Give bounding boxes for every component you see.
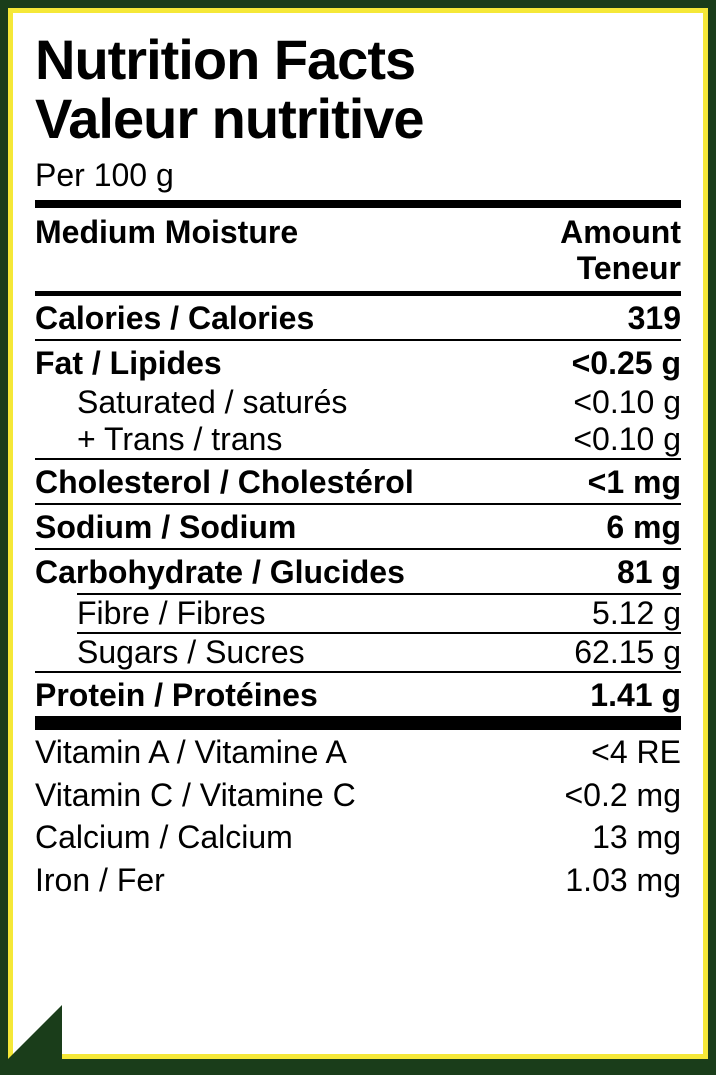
sodium-value: 6 mg (606, 509, 681, 546)
calories-value: 319 (628, 300, 681, 337)
sugars-label: Sugars / Sucres (77, 635, 305, 670)
header-right: Amount Teneur (560, 214, 681, 288)
protein-value: 1.41 g (590, 677, 681, 714)
saturated-row: Saturated / saturés <0.10 g (35, 384, 681, 421)
carbohydrate-value: 81 g (617, 554, 681, 591)
vitamin-c-value: <0.2 mg (564, 777, 681, 814)
trans-value: <0.10 g (573, 422, 681, 457)
nutrition-panel: Nutrition Facts Valeur nutritive Per 100… (8, 8, 708, 1059)
calories-row: Calories / Calories 319 (35, 296, 681, 339)
iron-label: Iron / Fer (35, 862, 165, 899)
sodium-row: Sodium / Sodium 6 mg (35, 505, 681, 548)
serving-size: Per 100 g (35, 157, 681, 194)
saturated-label: Saturated / saturés (77, 385, 347, 420)
sugars-value: 62.15 g (574, 635, 681, 670)
fibre-row: Fibre / Fibres 5.12 g (35, 595, 681, 632)
header-amount-en: Amount (560, 214, 681, 251)
calcium-row: Calcium / Calcium 13 mg (35, 815, 681, 858)
cholesterol-label: Cholesterol / Cholestérol (35, 464, 414, 501)
sodium-label: Sodium / Sodium (35, 509, 296, 546)
vitamin-a-value: <4 RE (591, 734, 681, 771)
carbohydrate-label: Carbohydrate / Glucides (35, 554, 405, 591)
title-fr: Valeur nutritive (35, 90, 681, 149)
rule (35, 200, 681, 208)
calcium-value: 13 mg (592, 819, 681, 856)
iron-row: Iron / Fer 1.03 mg (35, 858, 681, 901)
vitamin-c-row: Vitamin C / Vitamine C <0.2 mg (35, 773, 681, 816)
saturated-value: <0.10 g (573, 385, 681, 420)
trans-label: + Trans / trans (77, 422, 282, 457)
corner-cut-decoration (0, 1005, 62, 1075)
header-row: Medium Moisture Amount Teneur (35, 208, 681, 292)
fat-value: <0.25 g (572, 345, 681, 382)
trans-row: + Trans / trans <0.10 g (35, 421, 681, 458)
vitamin-a-label: Vitamin A / Vitamine A (35, 734, 347, 771)
calories-label: Calories / Calories (35, 300, 314, 337)
fat-row: Fat / Lipides <0.25 g (35, 341, 681, 384)
title-en: Nutrition Facts (35, 31, 681, 90)
protein-row: Protein / Protéines 1.41 g (35, 673, 681, 716)
fibre-label: Fibre / Fibres (77, 596, 265, 631)
header-amount-fr: Teneur (560, 250, 681, 287)
fibre-value: 5.12 g (592, 596, 681, 631)
sugars-row: Sugars / Sucres 62.15 g (35, 634, 681, 671)
carbohydrate-row: Carbohydrate / Glucides 81 g (35, 550, 681, 593)
calcium-label: Calcium / Calcium (35, 819, 293, 856)
protein-label: Protein / Protéines (35, 677, 318, 714)
vitamin-a-row: Vitamin A / Vitamine A <4 RE (35, 730, 681, 773)
cholesterol-row: Cholesterol / Cholestérol <1 mg (35, 460, 681, 503)
cholesterol-value: <1 mg (588, 464, 681, 501)
rule (35, 716, 681, 730)
fat-label: Fat / Lipides (35, 345, 222, 382)
header-left: Medium Moisture (35, 214, 298, 251)
vitamin-c-label: Vitamin C / Vitamine C (35, 777, 356, 814)
iron-value: 1.03 mg (565, 862, 681, 899)
